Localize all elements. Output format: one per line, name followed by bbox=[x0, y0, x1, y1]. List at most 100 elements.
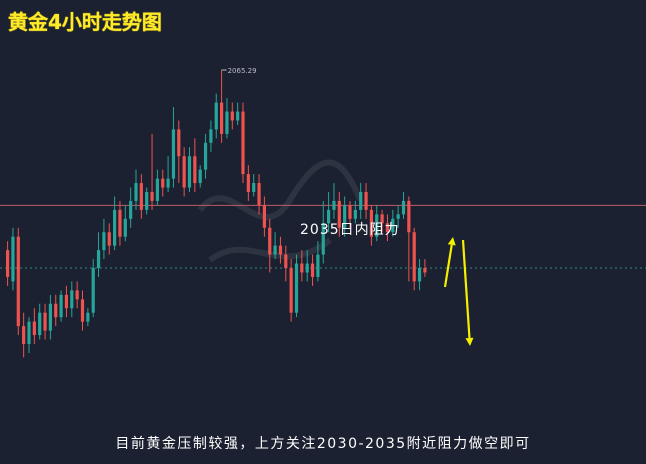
candle bbox=[32, 308, 36, 344]
candle bbox=[359, 183, 363, 219]
candle bbox=[64, 285, 69, 318]
candle-body bbox=[139, 183, 143, 210]
candle-body bbox=[166, 178, 170, 188]
candle-body bbox=[230, 111, 234, 121]
candle bbox=[59, 290, 63, 322]
candle-body bbox=[332, 200, 336, 210]
candle bbox=[11, 227, 15, 291]
candle bbox=[262, 196, 266, 237]
candle bbox=[6, 241, 10, 286]
candles-group bbox=[6, 69, 427, 358]
candle bbox=[230, 102, 234, 130]
candle bbox=[385, 214, 390, 242]
chart-labels: 2065.29 bbox=[221, 67, 257, 75]
resistance-label: 2035日内阻力 bbox=[300, 222, 400, 238]
candle-body bbox=[252, 183, 256, 192]
up-arrow-icon bbox=[443, 237, 456, 288]
arrow-head bbox=[465, 337, 474, 346]
candle-body bbox=[16, 236, 20, 327]
candle bbox=[166, 156, 170, 192]
candle bbox=[177, 120, 181, 184]
candle-body bbox=[369, 209, 373, 237]
candle-body bbox=[86, 312, 90, 322]
candle-body bbox=[348, 205, 352, 219]
candle bbox=[203, 133, 208, 179]
candle bbox=[75, 281, 79, 309]
candle bbox=[129, 187, 133, 228]
arrow-shaft bbox=[443, 244, 453, 288]
candle-body bbox=[11, 236, 15, 282]
candle bbox=[107, 223, 111, 255]
candle-body bbox=[70, 290, 74, 309]
candle bbox=[139, 174, 143, 219]
candle bbox=[38, 303, 42, 340]
candle bbox=[187, 147, 192, 192]
candle-body bbox=[305, 263, 309, 273]
high-price-label: 2065.29 bbox=[228, 67, 257, 75]
candle bbox=[241, 102, 245, 184]
candle-body bbox=[257, 183, 261, 206]
candle bbox=[257, 174, 261, 215]
candle bbox=[337, 192, 341, 237]
candle bbox=[150, 133, 154, 210]
candle bbox=[209, 120, 213, 152]
candle bbox=[225, 98, 229, 139]
candle bbox=[294, 254, 299, 318]
candle bbox=[391, 209, 395, 237]
watermark-stroke bbox=[208, 237, 332, 263]
candle bbox=[70, 281, 74, 318]
candle-body bbox=[27, 321, 31, 344]
candle-body bbox=[80, 299, 85, 322]
candle bbox=[364, 183, 368, 219]
candle-body bbox=[236, 111, 240, 121]
candle-body bbox=[32, 321, 36, 336]
watermark-signature bbox=[197, 159, 363, 263]
candle-body bbox=[59, 294, 63, 318]
candle-body bbox=[225, 111, 229, 134]
candle-body bbox=[107, 232, 111, 246]
candle bbox=[327, 192, 331, 233]
candle-body bbox=[43, 312, 47, 331]
candle bbox=[300, 250, 304, 282]
candle bbox=[289, 259, 293, 322]
candle bbox=[375, 205, 379, 242]
candle bbox=[161, 169, 165, 197]
candle bbox=[380, 209, 384, 233]
candle-body bbox=[423, 268, 427, 273]
candle bbox=[118, 200, 122, 246]
candle bbox=[305, 250, 309, 282]
candle bbox=[423, 259, 427, 277]
candle bbox=[396, 205, 400, 228]
candle-body bbox=[412, 232, 416, 282]
candle bbox=[401, 192, 406, 219]
candle-body bbox=[220, 102, 224, 134]
candle-body bbox=[380, 214, 384, 224]
candle bbox=[246, 165, 250, 201]
candle bbox=[22, 312, 26, 358]
candle-body bbox=[64, 294, 69, 309]
candle bbox=[80, 290, 85, 331]
candle bbox=[284, 245, 288, 282]
candle-body bbox=[113, 209, 117, 246]
candle-body bbox=[417, 268, 422, 282]
candle bbox=[348, 200, 352, 228]
candle bbox=[273, 232, 277, 260]
candle-body bbox=[268, 227, 272, 255]
candle-body bbox=[54, 303, 58, 318]
candle-body bbox=[171, 129, 176, 179]
candle-body bbox=[327, 209, 331, 224]
candle-body bbox=[48, 303, 52, 331]
candle-body bbox=[150, 192, 154, 201]
candle-body bbox=[401, 200, 406, 215]
candle-body bbox=[91, 268, 95, 313]
candle-body bbox=[177, 129, 181, 157]
candle-body bbox=[294, 263, 299, 313]
candle-body bbox=[214, 102, 218, 130]
candle bbox=[332, 183, 336, 219]
candle-body bbox=[321, 223, 325, 255]
chart-title: 黄金4小时走势图 bbox=[8, 10, 162, 34]
candle bbox=[369, 205, 373, 246]
candle bbox=[417, 259, 422, 291]
candle-body bbox=[6, 250, 10, 277]
